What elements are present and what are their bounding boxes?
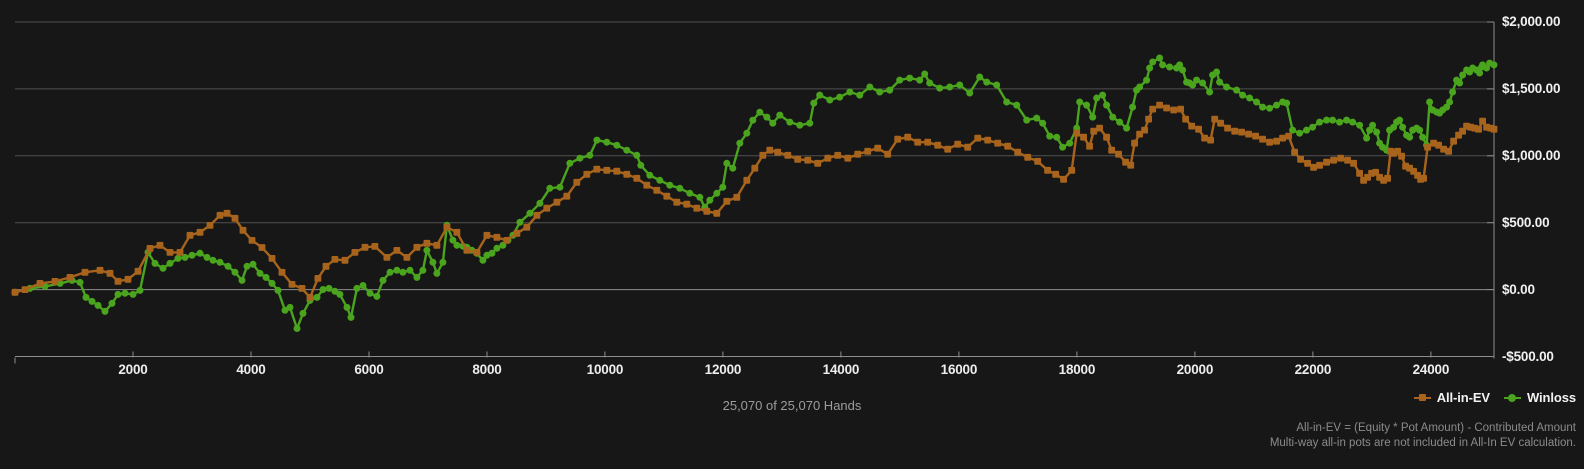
x-axis-label: 16000 [940, 362, 978, 377]
legend-label-winloss: Winloss [1526, 390, 1576, 405]
y-axis-label: $1,000.00 [1502, 147, 1561, 163]
y-axis-label: $0.00 [1502, 281, 1535, 297]
hands-count-status: 25,070 of 25,070 Hands [722, 398, 862, 413]
y-axis-label: $500.00 [1502, 214, 1550, 230]
x-axis-label: 12000 [704, 362, 742, 377]
legend-item-winloss: Winloss [1503, 390, 1576, 405]
y-axis-label: $2,000.00 [1502, 14, 1561, 29]
x-axis-label: 18000 [1058, 362, 1096, 377]
footnote-line-2: Multi-way all-in pots are not included i… [1269, 437, 1576, 449]
x-axis-label: 10000 [586, 362, 624, 377]
chart-legend: All-in-EV Winloss [1413, 390, 1576, 405]
x-axis-label: 4000 [236, 362, 266, 377]
x-axis-label: 6000 [354, 362, 384, 377]
y-axis-label: -$500.00 [1502, 348, 1554, 364]
all-in-ev-footnote: All-in-EV = (Equity * Pot Amount) - Cont… [1270, 421, 1576, 451]
y-axis-label: $1,500.00 [1502, 80, 1561, 96]
all-in-ev-marker-icon [1413, 392, 1431, 404]
legend-label-all-in-ev: All-in-EV [1436, 390, 1490, 405]
x-axis-label: 8000 [472, 362, 502, 377]
footnote-line-1: All-in-EV = (Equity * Pot Amount) - Cont… [1296, 422, 1576, 434]
x-axis-label: 20000 [1176, 362, 1214, 377]
winloss-marker-icon [1503, 392, 1521, 404]
legend-item-all-in-ev: All-in-EV [1413, 390, 1490, 405]
x-axis-label: 2000 [118, 362, 148, 377]
x-axis-label: 14000 [822, 362, 860, 377]
x-axis-label: 24000 [1412, 362, 1450, 377]
x-axis-label: 22000 [1294, 362, 1332, 377]
